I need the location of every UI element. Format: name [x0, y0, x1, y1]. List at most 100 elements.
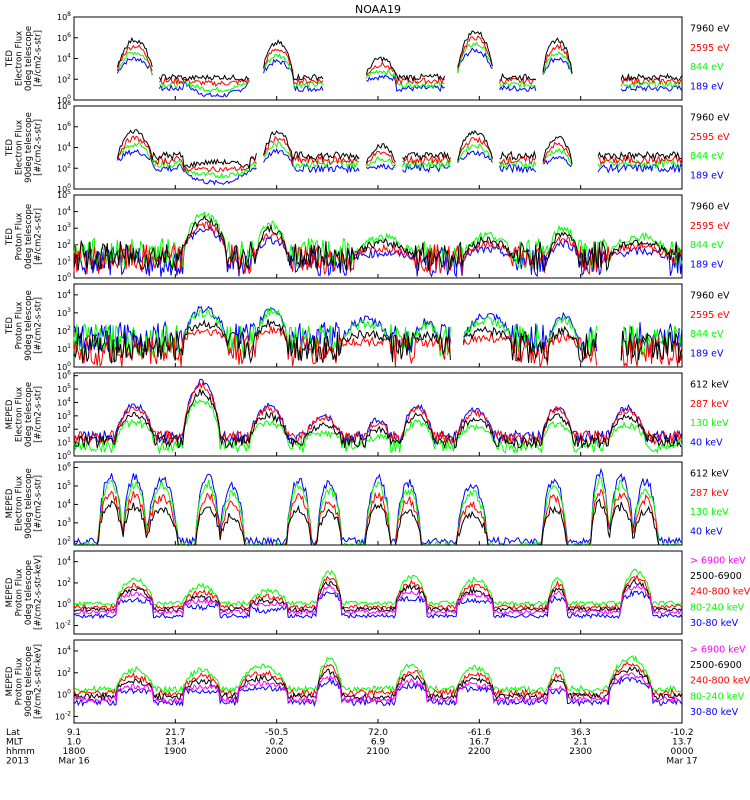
y-tick-label: 102 — [57, 325, 71, 336]
legend-entry: 2595 eV — [690, 43, 730, 54]
series-line — [73, 214, 683, 273]
footer-value: 6.9 — [371, 738, 386, 748]
footer-value: 72.0 — [368, 728, 388, 738]
legend-entry: 2500-6900 — [690, 571, 742, 582]
footer-value: 0000 — [671, 747, 694, 757]
panel-frame — [73, 105, 683, 190]
series-line — [116, 35, 683, 87]
y-tick-label: 101 — [57, 255, 71, 266]
footer-value: 2100 — [367, 747, 390, 757]
y-tick-label: 102 — [57, 162, 71, 173]
footer-value: 1.0 — [67, 738, 82, 748]
legend-entry: 130 keV — [690, 507, 729, 518]
footer-value: 36.3 — [571, 728, 591, 738]
y-tick-label: 102 — [57, 667, 71, 678]
y-axis-label: TEDElectron Flux90deg telescope[#/cm2-s-… — [5, 112, 44, 183]
panel-1: 108 106 104 102 100 TEDElectron Flux0deg tele… — [5, 11, 730, 105]
series-line — [73, 661, 682, 699]
y-axis-label: MEPEDElectron Flux90deg telescope[#/cm2-… — [5, 468, 44, 539]
y-tick-label: 104 — [57, 53, 71, 64]
footer-value: 2000 — [265, 747, 288, 757]
legend-entry: 844 eV — [690, 240, 724, 251]
y-tick-label: 10-2 — [55, 710, 71, 721]
legend-entry: 844 eV — [690, 62, 724, 73]
legend-entry: 40 keV — [690, 437, 723, 448]
legend-entry: 2595 eV — [690, 221, 730, 232]
footer-value: -10.2 — [670, 728, 693, 738]
legend-entry: 240-800 keV — [690, 676, 750, 687]
y-tick-label: 102 — [57, 577, 71, 588]
footer-row-label: 2013 — [6, 757, 29, 767]
y-tick-label: 105 — [57, 480, 71, 491]
panel-2: 108 106 104 102 100 TEDElectron Flux90deg tel… — [5, 100, 730, 194]
y-tick-label: 105 — [57, 189, 71, 200]
series-line — [116, 129, 683, 171]
panel-frame — [73, 639, 683, 724]
legend-entry: 2500-6900 — [690, 660, 742, 671]
y-tick-label: 106 — [57, 370, 71, 381]
y-tick-label: 104 — [57, 142, 71, 153]
legend-entry: 189 eV — [690, 259, 724, 270]
series-line — [73, 568, 683, 609]
legend-entry: 612 keV — [690, 469, 729, 480]
series-line — [73, 210, 683, 270]
y-tick-label: 104 — [57, 556, 71, 567]
series-line — [73, 589, 683, 620]
y-tick-label: 106 — [57, 462, 71, 473]
series-line — [73, 399, 683, 455]
y-axis-label: TEDElectron Flux0deg telescope[#/cm2-s-s… — [5, 26, 44, 91]
legend-entry: 2595 eV — [690, 132, 730, 143]
footer-value: 2200 — [468, 747, 491, 757]
footer-value: 2300 — [569, 747, 592, 757]
footer-value: 2.1 — [574, 738, 588, 748]
series-line — [73, 655, 683, 694]
legend-entry: 7960 eV — [690, 202, 730, 213]
legend-entry: 189 eV — [690, 81, 724, 92]
y-tick-label: 101 — [57, 343, 71, 354]
panel-6: 106 105 104 103 102 MEPEDElectron Flux90deg t… — [5, 461, 729, 547]
series-line — [116, 47, 683, 98]
series-line — [73, 467, 683, 547]
legend-entry: 287 keV — [690, 399, 729, 410]
y-tick-label: 103 — [57, 222, 71, 233]
footer-value: 16.7 — [469, 738, 489, 748]
legend-entry: 7960 eV — [690, 24, 730, 35]
panel-5: 106 105 104 103 102 101 100 MEPEDElectron Flux0… — [5, 370, 729, 461]
series-line — [73, 388, 683, 449]
footer-row-label: MLT — [6, 738, 24, 748]
series-line — [73, 578, 683, 614]
legend-entry: 240-800 keV — [690, 587, 750, 598]
series-line — [74, 498, 682, 546]
legend-entry: 80-240 keV — [690, 691, 745, 702]
y-tick-label: 108 — [57, 100, 71, 111]
legend-entry: > 6900 keV — [690, 644, 746, 655]
y-axis-label: MEPEDProton Flux0deg telescope[#/cm2-s-s… — [5, 555, 44, 630]
panel-8: 104 102 100 10-2 MEPEDProton Flux90deg teles… — [5, 639, 750, 724]
footer-value: Mar 17 — [666, 757, 697, 767]
footer-value: 13.7 — [672, 738, 692, 748]
figure-title: NOAA19 — [355, 3, 401, 16]
y-tick-label: 102 — [57, 239, 71, 250]
y-tick-label: 104 — [57, 645, 71, 656]
legend-entry: 189 eV — [690, 170, 724, 181]
series-line — [73, 584, 683, 616]
footer-value: 1900 — [164, 747, 187, 757]
y-tick-label: 104 — [57, 498, 71, 509]
y-tick-label: 105 — [57, 383, 71, 394]
y-axis-label: TEDProton Flux0deg telescope[#/cm2-s-str… — [5, 204, 44, 269]
y-tick-label: 10-2 — [55, 619, 71, 630]
footer-value: 9.1 — [67, 728, 81, 738]
footer-value: 21.7 — [165, 728, 185, 738]
y-tick-label: 101 — [57, 437, 71, 448]
y-tick-label: 104 — [57, 396, 71, 407]
y-tick-label: 104 — [57, 289, 71, 300]
series-line — [116, 30, 683, 82]
legend-entry: 130 keV — [690, 418, 729, 429]
y-tick-label: 108 — [57, 11, 71, 22]
y-tick-label: 102 — [57, 73, 71, 84]
series-line — [73, 476, 682, 547]
y-tick-label: 100 — [57, 361, 71, 372]
legend-entry: 80-240 keV — [690, 602, 745, 613]
legend-entry: 189 eV — [690, 348, 724, 359]
